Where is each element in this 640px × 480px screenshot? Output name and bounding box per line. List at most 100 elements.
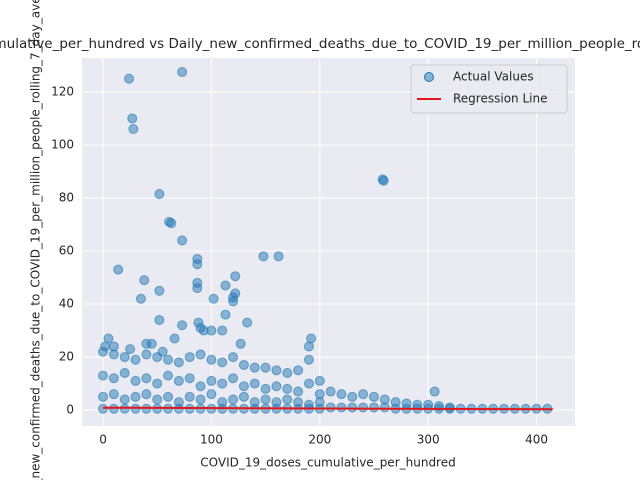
data-point: [260, 383, 271, 394]
data-point: [195, 349, 206, 360]
data-point: [293, 386, 304, 397]
y-tick-label: 0: [66, 403, 74, 417]
legend-label: Regression Line: [453, 92, 547, 106]
data-point: [119, 394, 130, 405]
data-point: [152, 394, 163, 405]
data-point: [314, 375, 325, 386]
data-point: [220, 309, 231, 320]
data-point: [135, 293, 146, 304]
legend-label: Actual Values: [453, 70, 534, 84]
data-point: [260, 362, 271, 373]
data-point: [358, 389, 369, 400]
data-point: [336, 402, 347, 413]
x-tick-label: 0: [99, 433, 107, 447]
data-point: [235, 338, 246, 349]
data-point: [130, 375, 141, 386]
data-point: [154, 285, 165, 296]
data-point: [154, 189, 165, 200]
plot-area: [82, 58, 575, 426]
data-point: [125, 344, 136, 355]
data-point: [368, 391, 379, 402]
data-point: [173, 375, 184, 386]
data-point: [228, 352, 239, 363]
data-point: [141, 389, 152, 400]
data-point: [238, 360, 249, 371]
y-axis-label: Daily_new_confirmed_deaths_due_to_COVID_…: [29, 0, 43, 480]
data-point: [206, 389, 217, 400]
data-point: [273, 251, 284, 262]
data-point: [119, 367, 130, 378]
data-point: [303, 354, 314, 365]
x-tick-label: 100: [200, 433, 223, 447]
data-point: [260, 394, 271, 405]
x-tick-label: 200: [308, 433, 331, 447]
chart-title: COVID_19_doses_cumulative_per_hundred vs…: [0, 36, 640, 52]
data-point: [192, 259, 203, 270]
data-point: [108, 373, 119, 384]
data-point: [177, 67, 188, 78]
data-point: [347, 402, 358, 413]
data-point: [163, 354, 174, 365]
data-point: [146, 338, 157, 349]
data-point: [271, 381, 282, 392]
data-point: [347, 391, 358, 402]
data-point: [228, 373, 239, 384]
data-point: [124, 73, 135, 84]
data-point: [429, 386, 440, 397]
data-point: [220, 280, 231, 291]
data-point: [379, 402, 390, 413]
data-point: [303, 378, 314, 389]
data-point: [141, 349, 152, 360]
data-point: [368, 402, 379, 413]
data-point: [249, 378, 260, 389]
data-point: [163, 391, 174, 402]
data-point: [113, 264, 124, 275]
data-point: [108, 403, 119, 414]
data-point: [192, 283, 203, 294]
data-point: [303, 341, 314, 352]
data-point: [152, 352, 163, 363]
y-tick-label: 80: [59, 190, 74, 204]
data-point: [130, 354, 141, 365]
data-point: [108, 389, 119, 400]
data-point: [139, 275, 150, 286]
data-point: [206, 354, 217, 365]
legend-marker: [424, 72, 434, 82]
data-point: [98, 370, 109, 381]
data-point: [206, 375, 217, 386]
data-point: [166, 218, 177, 229]
y-tick-label: 40: [59, 297, 74, 311]
data-point: [152, 378, 163, 389]
data-point: [108, 349, 119, 360]
data-point: [282, 367, 293, 378]
x-tick-label: 400: [525, 433, 548, 447]
data-point: [98, 403, 109, 414]
data-point: [378, 175, 389, 186]
y-tick-label: 20: [59, 350, 74, 364]
y-tick-label: 60: [59, 244, 74, 258]
data-point: [293, 365, 304, 376]
data-point: [217, 378, 228, 389]
data-point: [193, 317, 204, 328]
data-point: [128, 124, 139, 135]
data-point: [336, 389, 347, 400]
data-point: [127, 113, 138, 124]
data-point: [249, 362, 260, 373]
data-point: [206, 325, 217, 336]
data-point: [238, 381, 249, 392]
data-point: [177, 320, 188, 331]
data-point: [228, 296, 239, 307]
data-point: [358, 402, 369, 413]
data-point: [238, 391, 249, 402]
data-point: [242, 317, 253, 328]
data-point: [282, 394, 293, 405]
data-point: [184, 391, 195, 402]
data-point: [325, 402, 336, 413]
data-point: [228, 394, 239, 405]
data-point: [163, 370, 174, 381]
x-tick-label: 300: [417, 433, 440, 447]
regression-line: [103, 406, 553, 411]
data-point: [119, 352, 130, 363]
legend-box: [410, 64, 568, 114]
data-point: [217, 357, 228, 368]
